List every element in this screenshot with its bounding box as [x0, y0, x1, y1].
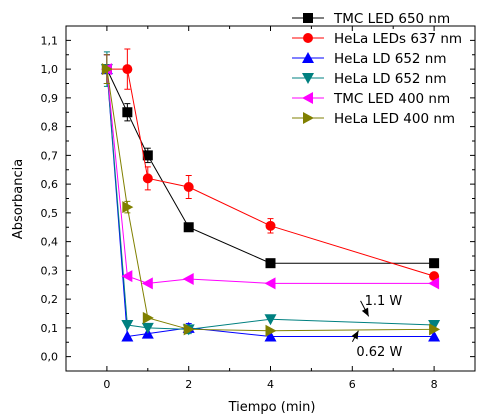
plot-axes	[65, 25, 476, 372]
data-point	[141, 322, 154, 334]
legend-marker	[302, 92, 313, 104]
data-point	[428, 277, 440, 290]
legend-label: HeLa LD 652 nm	[334, 71, 447, 87]
legend: TMC LED 650 nm HeLa LEDs 637 nm HeLa LD 65…	[292, 11, 462, 127]
data-point	[141, 277, 153, 290]
annotation-label: 1.1 W	[365, 294, 403, 309]
legend-marker	[302, 73, 314, 84]
data-point	[121, 320, 134, 331]
x-tick-label: 8	[431, 378, 438, 391]
data-point	[142, 173, 153, 184]
data-point	[122, 201, 134, 214]
y-tick-label: 0,4	[41, 236, 59, 249]
legend-label: HeLa LD 652 nm	[334, 51, 447, 67]
x-tick-label: 2	[185, 378, 192, 391]
legend-item: TMC LED 650 nm	[292, 11, 450, 27]
y-tick-label: 0,0	[41, 351, 59, 364]
series-layer	[100, 48, 441, 342]
legend-marker	[303, 33, 313, 43]
series-line	[106, 69, 435, 284]
annotation-arrow-head	[351, 330, 359, 340]
y-tick-label: 0,5	[41, 207, 59, 220]
legend-label: HeLa LED 400 nm	[334, 111, 455, 127]
y-tick-label: 1,1	[41, 34, 59, 47]
data-point	[428, 320, 441, 331]
x-tick-label: 4	[267, 378, 274, 391]
series-5	[100, 54, 440, 290]
series-line	[106, 68, 435, 264]
data-point	[265, 258, 276, 269]
data-point	[265, 324, 277, 337]
data-point	[429, 323, 441, 336]
data-point	[182, 273, 194, 285]
legend-marker	[302, 52, 314, 63]
y-tick-label: 0,1	[41, 322, 59, 335]
series-line	[106, 69, 435, 338]
legend-item: HeLa LD 652 nm	[292, 71, 447, 87]
data-point	[265, 220, 276, 231]
y-tick-label: 0,2	[41, 293, 59, 306]
data-point	[429, 258, 440, 269]
y-tick-label: 1,0	[41, 63, 59, 76]
legend-label: TMC LED 400 nm	[333, 91, 450, 107]
legend-item: TMC LED 400 nm	[292, 91, 450, 107]
series-line	[106, 69, 435, 330]
annotation-layer: 1.1 W 0.62 W	[351, 294, 403, 360]
data-point	[183, 222, 194, 233]
data-point	[183, 323, 195, 336]
legend-label: TMC LED 650 nm	[333, 11, 450, 27]
legend-marker	[303, 13, 313, 23]
y-tick-label: 0,3	[41, 264, 59, 277]
data-point	[264, 314, 277, 326]
x-tick-label: 6	[349, 378, 356, 391]
y-tick-label: 0,7	[41, 149, 59, 162]
annotation-label: 0.62 W	[356, 345, 402, 360]
legend-label: HeLa LEDs 637 nm	[334, 31, 462, 47]
data-point	[122, 64, 133, 75]
y-axis-title: Absorbancia	[11, 159, 26, 239]
y-tick-label: 0,6	[41, 178, 59, 191]
series-line	[106, 69, 435, 332]
data-point	[122, 107, 133, 118]
legend-item: HeLa LED 400 nm	[292, 111, 455, 127]
data-point	[264, 330, 277, 342]
data-point	[428, 330, 441, 342]
legend-marker	[303, 112, 314, 124]
data-point	[264, 277, 276, 290]
data-point	[429, 271, 440, 282]
series-4	[100, 51, 441, 336]
data-point	[101, 63, 113, 76]
x-tick-labels: 0 2 4 6 8	[103, 378, 437, 391]
series-6	[101, 54, 441, 337]
y-tick-label: 0,8	[41, 121, 59, 134]
y-tick-labels: 0,0 0,1 0,2 0,3 0,4 0,5 0,6 0,7 0,8 0,9 1,0 1,1	[41, 34, 59, 363]
data-point	[183, 182, 194, 192]
x-tick-label: 0	[103, 378, 110, 391]
data-point	[142, 150, 153, 161]
data-point	[121, 330, 134, 342]
y-tick-label: 0,9	[41, 92, 59, 105]
legend-item: HeLa LEDs 637 nm	[292, 31, 462, 47]
data-point	[121, 270, 133, 283]
data-point	[142, 311, 154, 324]
annotation-arrow-head	[361, 307, 369, 317]
legend-item: HeLa LD 652 nm	[292, 51, 447, 67]
x-axis-title: Tiempo (min)	[228, 400, 316, 415]
